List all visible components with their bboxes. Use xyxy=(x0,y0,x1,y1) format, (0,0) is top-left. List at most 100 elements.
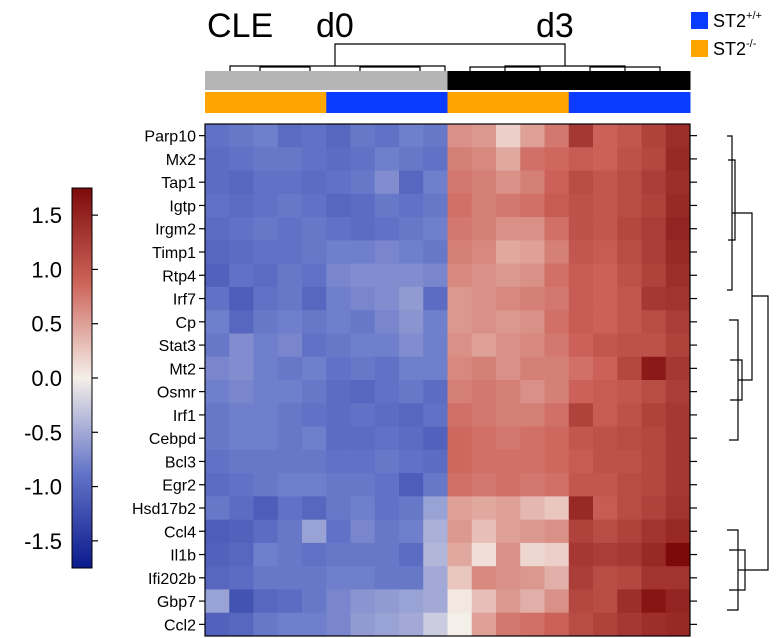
heatmap-cell xyxy=(568,403,594,428)
heatmap-cell xyxy=(350,333,376,358)
heatmap-cell xyxy=(568,124,594,148)
heatmap-cell xyxy=(350,566,376,590)
heatmap-cell xyxy=(568,356,594,381)
heatmap-cell xyxy=(665,519,691,544)
heatmap-cell xyxy=(205,193,230,218)
heatmap-cell xyxy=(520,612,545,637)
row-label: Gbp7 xyxy=(157,594,196,611)
heatmap-cell xyxy=(641,380,667,404)
heatmap-cell xyxy=(253,519,279,544)
heatmap-cell xyxy=(326,240,351,265)
colorbar-tick-label: -0.5 xyxy=(24,420,62,445)
row-label: Ccl4 xyxy=(164,524,196,541)
heatmap-cell xyxy=(253,566,279,590)
day-annotation-cell xyxy=(399,71,424,90)
heatmap-cell xyxy=(593,356,618,381)
row-dendrogram xyxy=(727,135,769,611)
heatmap-cell xyxy=(447,449,473,474)
colorbar-tick-label: -1.0 xyxy=(24,475,62,500)
heatmap-cell xyxy=(617,170,642,195)
heatmap-cell xyxy=(423,310,448,334)
heatmap-cell xyxy=(399,356,424,381)
heatmap-cell xyxy=(641,589,667,614)
heatmap-cell xyxy=(593,542,618,567)
heatmap-cell xyxy=(302,496,327,521)
heatmap-cell xyxy=(544,356,570,381)
heatmap-cell xyxy=(302,426,327,451)
heatmap-cell xyxy=(253,473,279,497)
heatmap-cell xyxy=(593,310,618,334)
heatmap-cell xyxy=(302,519,327,544)
heatmap-cell xyxy=(229,380,254,404)
row-ticks xyxy=(199,135,697,625)
heatmap-cell xyxy=(593,170,618,195)
group-label-d3: d3 xyxy=(536,7,574,45)
heatmap-cell xyxy=(544,589,570,614)
heatmap-cell xyxy=(350,449,376,474)
heatmap-cell xyxy=(374,147,400,172)
heatmap-cell xyxy=(471,193,497,218)
heatmap-cell xyxy=(447,356,473,381)
heatmap-cell xyxy=(229,193,254,218)
heatmap-cell xyxy=(665,147,691,172)
heatmap-cell xyxy=(350,356,376,381)
heatmap-cell xyxy=(471,356,497,381)
heatmap-cell xyxy=(399,240,424,265)
heatmap-cell xyxy=(496,449,521,474)
heatmap-cell xyxy=(568,333,594,358)
heatmap-cell xyxy=(374,263,400,288)
day-annotation-cell xyxy=(568,71,594,90)
heatmap-cell xyxy=(423,147,448,172)
heatmap-cell xyxy=(496,426,521,451)
heatmap-cell xyxy=(544,263,570,288)
heatmap-cell xyxy=(617,496,642,521)
heatmap-cell xyxy=(350,193,376,218)
column-annotations xyxy=(205,71,691,113)
row-label: Bcl3 xyxy=(165,454,196,471)
heatmap-cell xyxy=(471,612,497,637)
heatmap-cell xyxy=(229,426,254,451)
genotype-annotation-cell xyxy=(568,92,594,113)
heatmap-cell xyxy=(520,193,545,218)
heatmap-cell xyxy=(544,333,570,358)
heatmap-cell xyxy=(399,566,424,590)
heatmap-cell xyxy=(326,566,351,590)
heatmap-cell xyxy=(447,473,473,497)
heatmap-cell xyxy=(205,286,230,311)
heatmap-cell xyxy=(205,263,230,288)
heatmap-cell xyxy=(374,333,400,358)
genotype-annotation-cell xyxy=(302,92,327,113)
genotype-annotation-cell xyxy=(617,92,642,113)
colorbar-tick-label: -1.5 xyxy=(24,529,62,554)
heatmap-cell xyxy=(374,286,400,311)
heatmap-cell xyxy=(665,193,691,218)
heatmap-cell xyxy=(593,519,618,544)
genotype-annotation-cell xyxy=(277,92,303,113)
heatmap-cell xyxy=(617,519,642,544)
row-labels: Parp10 Mx2 Tap1 Igtp Irgm2 Timp1 Rtp4 Irf7 Cp Sta… xyxy=(132,129,197,635)
heatmap-cell xyxy=(229,170,254,195)
heatmap-cell xyxy=(326,286,351,311)
heatmap-cell xyxy=(302,193,327,218)
heatmap-cell xyxy=(568,542,594,567)
heatmap-cell xyxy=(253,380,279,404)
heatmap-cell xyxy=(229,473,254,497)
genotype-annotation-cell xyxy=(423,92,448,113)
heatmap-cell xyxy=(229,286,254,311)
heatmap-cell xyxy=(302,333,327,358)
heatmap-cell xyxy=(326,310,351,334)
heatmap-cell xyxy=(568,566,594,590)
heatmap-cell xyxy=(520,240,545,265)
heatmap-cell xyxy=(423,240,448,265)
heatmap-cell xyxy=(399,473,424,497)
heatmap-cell xyxy=(253,240,279,265)
heatmap-cell xyxy=(229,612,254,637)
heatmap-cell xyxy=(423,170,448,195)
heatmap-cell xyxy=(326,263,351,288)
heatmap-cell xyxy=(326,333,351,358)
heatmap-cell xyxy=(617,356,642,381)
heatmap-cell xyxy=(544,473,570,497)
heatmap-cell xyxy=(423,286,448,311)
heatmap-cell xyxy=(277,286,303,311)
heatmap-cell xyxy=(423,356,448,381)
